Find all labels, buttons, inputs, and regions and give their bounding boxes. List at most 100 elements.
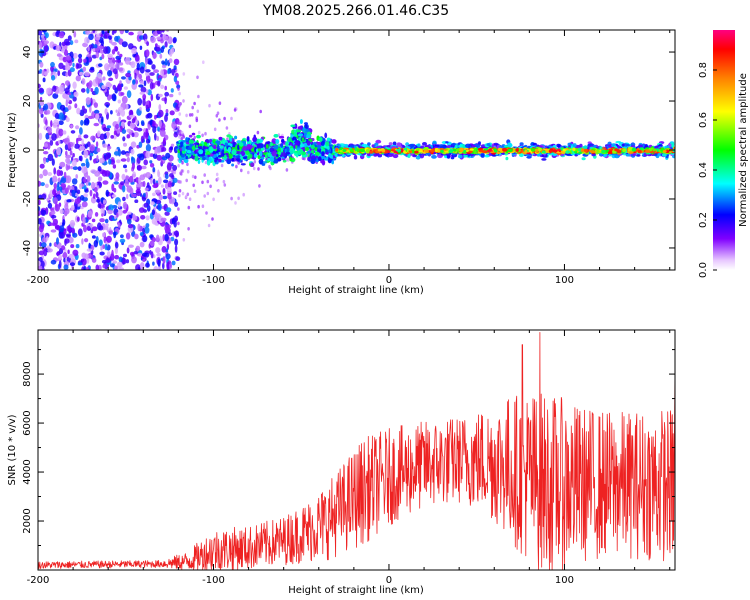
spectrogram-cell [76,63,82,69]
spectrogram-cell [407,153,411,159]
spectrogram-cell [138,84,144,88]
spectrogram-cell [154,189,161,194]
spectrogram-cell [90,66,95,71]
spectrogram-cell [63,171,67,179]
spectrogram-cell [136,183,142,188]
spectrogram-cell [115,123,120,130]
spectrogram-cell [164,85,167,91]
spectrogram-cell [147,124,151,131]
spectrogram-cell [124,57,131,65]
spectrogram-cell [188,139,194,144]
spectrogram-cell [191,132,196,136]
spectrogram-cell [125,152,130,157]
spectrogram-cell [118,256,123,263]
spectrogram-cell [97,166,102,172]
spectrogram-cell [81,201,88,208]
spectrogram-cell [289,156,293,162]
spectrogram-cell [196,109,200,114]
spectrogram-cell [392,141,397,146]
spectrogram-cell [84,36,90,45]
spectrogram-cell [253,153,258,158]
spectrogram-cell [325,141,330,147]
spectrogram-cell [267,157,271,162]
spectrogram-cell [114,215,117,220]
spectrogram-cell [197,130,201,135]
spectrogram-cell [152,167,156,173]
spectrogram-cell [94,109,100,114]
spectrogram-cell [303,132,307,138]
spectrogram-cell [234,135,238,140]
spectrogram-cell [49,139,54,146]
spectrogram-cell [142,98,146,107]
spectrogram-cell [116,212,119,218]
spectrogram-cell [388,142,393,146]
spectrogram-cell [327,145,330,150]
spectrogram-cell [116,261,123,268]
spectrogram-cell [113,130,117,136]
spectrogram-cell [209,184,212,189]
spectrogram-cell [42,169,48,177]
spectrogram-cell [91,226,98,232]
spectrogram-cell [195,118,199,123]
spectrogram-cell [44,183,49,188]
spectrogram-cell [77,262,83,266]
spectrogram-cell [178,135,181,139]
spectrogram-cell [142,258,146,263]
spectrogram-cell [145,127,149,136]
spectrogram-cell [139,153,145,161]
spectrogram-cell [174,238,179,246]
spectrogram-cell [256,138,260,144]
spectrogram-cell [202,145,206,150]
spectrogram-cell [177,129,180,133]
spectrogram-cell [104,170,111,177]
spectrogram-cell [110,135,114,139]
spectrogram-cell [121,95,128,104]
spectrogram-cell [269,142,273,147]
spectrogram-cell [105,152,111,160]
spectrogram-cell [181,160,184,165]
spectrogram-cell [86,175,91,183]
spectrogram-cell [556,143,561,148]
spectrogram-cell [107,209,113,215]
spectrogram-cell [217,189,220,193]
spectrogram-cell [135,119,139,125]
spectrogram-cell [242,156,247,159]
spectrogram-cell [59,161,66,168]
spectrogram-cell [59,84,65,92]
spectrogram-cell [52,189,57,196]
spectrogram-cell [39,61,44,68]
spectrogram-cell [83,224,87,233]
spectrogram-cell [125,72,132,78]
spectrogram-cell [323,157,329,161]
spectrogram-cell [280,146,284,151]
spectrogram-cell [111,30,115,35]
spectrogram-cell [89,155,92,161]
spectrogram-cell [106,235,112,243]
spectrogram-cell [136,127,143,132]
spectrogram-cell [173,220,177,228]
spectrogram-cell [293,131,298,138]
spectrogram-cell [50,61,55,68]
spectrogram-cell [56,53,62,57]
spectrogram-cell [44,71,48,76]
spectrogram-cell [156,30,162,35]
spectrogram-cell [45,132,50,140]
spectrogram-cell [66,199,72,203]
spectrogram-cell [58,128,64,137]
spectrogram-cell [98,239,103,247]
spectrogram-cell [139,66,145,74]
spectrogram-cell [139,174,146,181]
spectrogram-cell [445,141,449,144]
spectrogram-cell [174,244,178,253]
spectrogram-cell [220,163,224,168]
spectrogram-cell [79,145,85,151]
spectrogram-cell [185,155,188,160]
spectrogram-cell [148,100,152,109]
spectrogram-cell [625,153,631,157]
spectrogram-cell [108,77,114,82]
spectrogram-cell [136,62,140,71]
spectrogram-cell [462,154,468,158]
spectrogram-cell [113,151,120,156]
spectrogram-cell [92,30,96,34]
spectrogram-cell [126,156,130,163]
